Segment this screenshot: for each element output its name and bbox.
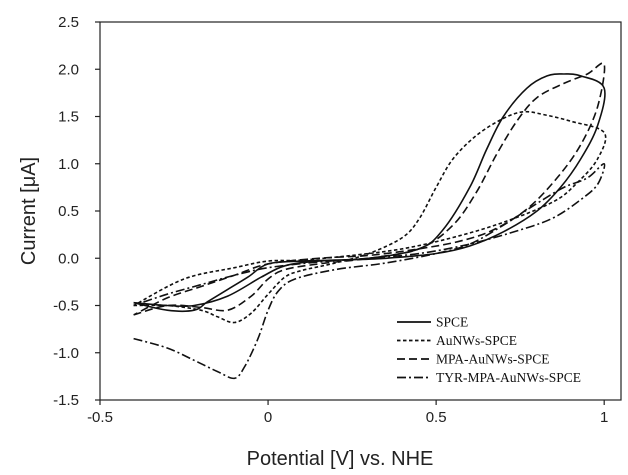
x-tick-label: 0.5	[426, 409, 447, 426]
x-tick-label: 1	[600, 409, 608, 426]
series-curves	[133, 62, 607, 380]
y-tick-label: 2.5	[58, 14, 79, 31]
y-axis-title: Current [μA]	[18, 157, 40, 265]
y-tick-label: 0.0	[58, 250, 79, 267]
series-line-mpa-aunws-spce	[133, 62, 606, 316]
x-axis-title: Potential [V] vs. NHE	[247, 448, 434, 470]
y-tick-label: 0.5	[58, 203, 79, 220]
y-tick-label: -1.0	[53, 345, 79, 362]
series-line-aunws-spce	[133, 110, 607, 324]
y-tick-label: 1.0	[58, 156, 79, 173]
series-line-spce	[133, 73, 606, 313]
axes: -0.5 0 0.5 1 -1.5 -1.0 -0.5 0.0 0.5 1.0 1.5 2.0 2.5	[53, 14, 608, 426]
y-tick-label: -1.5	[53, 392, 79, 409]
x-tick-label: 0	[264, 409, 272, 426]
legend-label: MPA-AuNWs-SPCE	[436, 352, 550, 367]
legend: SPCE AuNWs-SPCE MPA-AuNWs-SPCE TYR-MPA-AuNW…	[397, 315, 581, 385]
series-line-tyr-mpa-aunws-spce	[133, 162, 606, 380]
y-tick-label: 2.0	[58, 61, 79, 78]
legend-label: AuNWs-SPCE	[436, 333, 517, 348]
y-tick-label: -0.5	[53, 298, 79, 315]
plot-frame	[99, 21, 622, 401]
x-tick-label: -0.5	[87, 409, 113, 426]
legend-label: TYR-MPA-AuNWs-SPCE	[436, 370, 581, 385]
y-tick-label: 1.5	[58, 109, 79, 126]
legend-label: SPCE	[436, 315, 468, 330]
